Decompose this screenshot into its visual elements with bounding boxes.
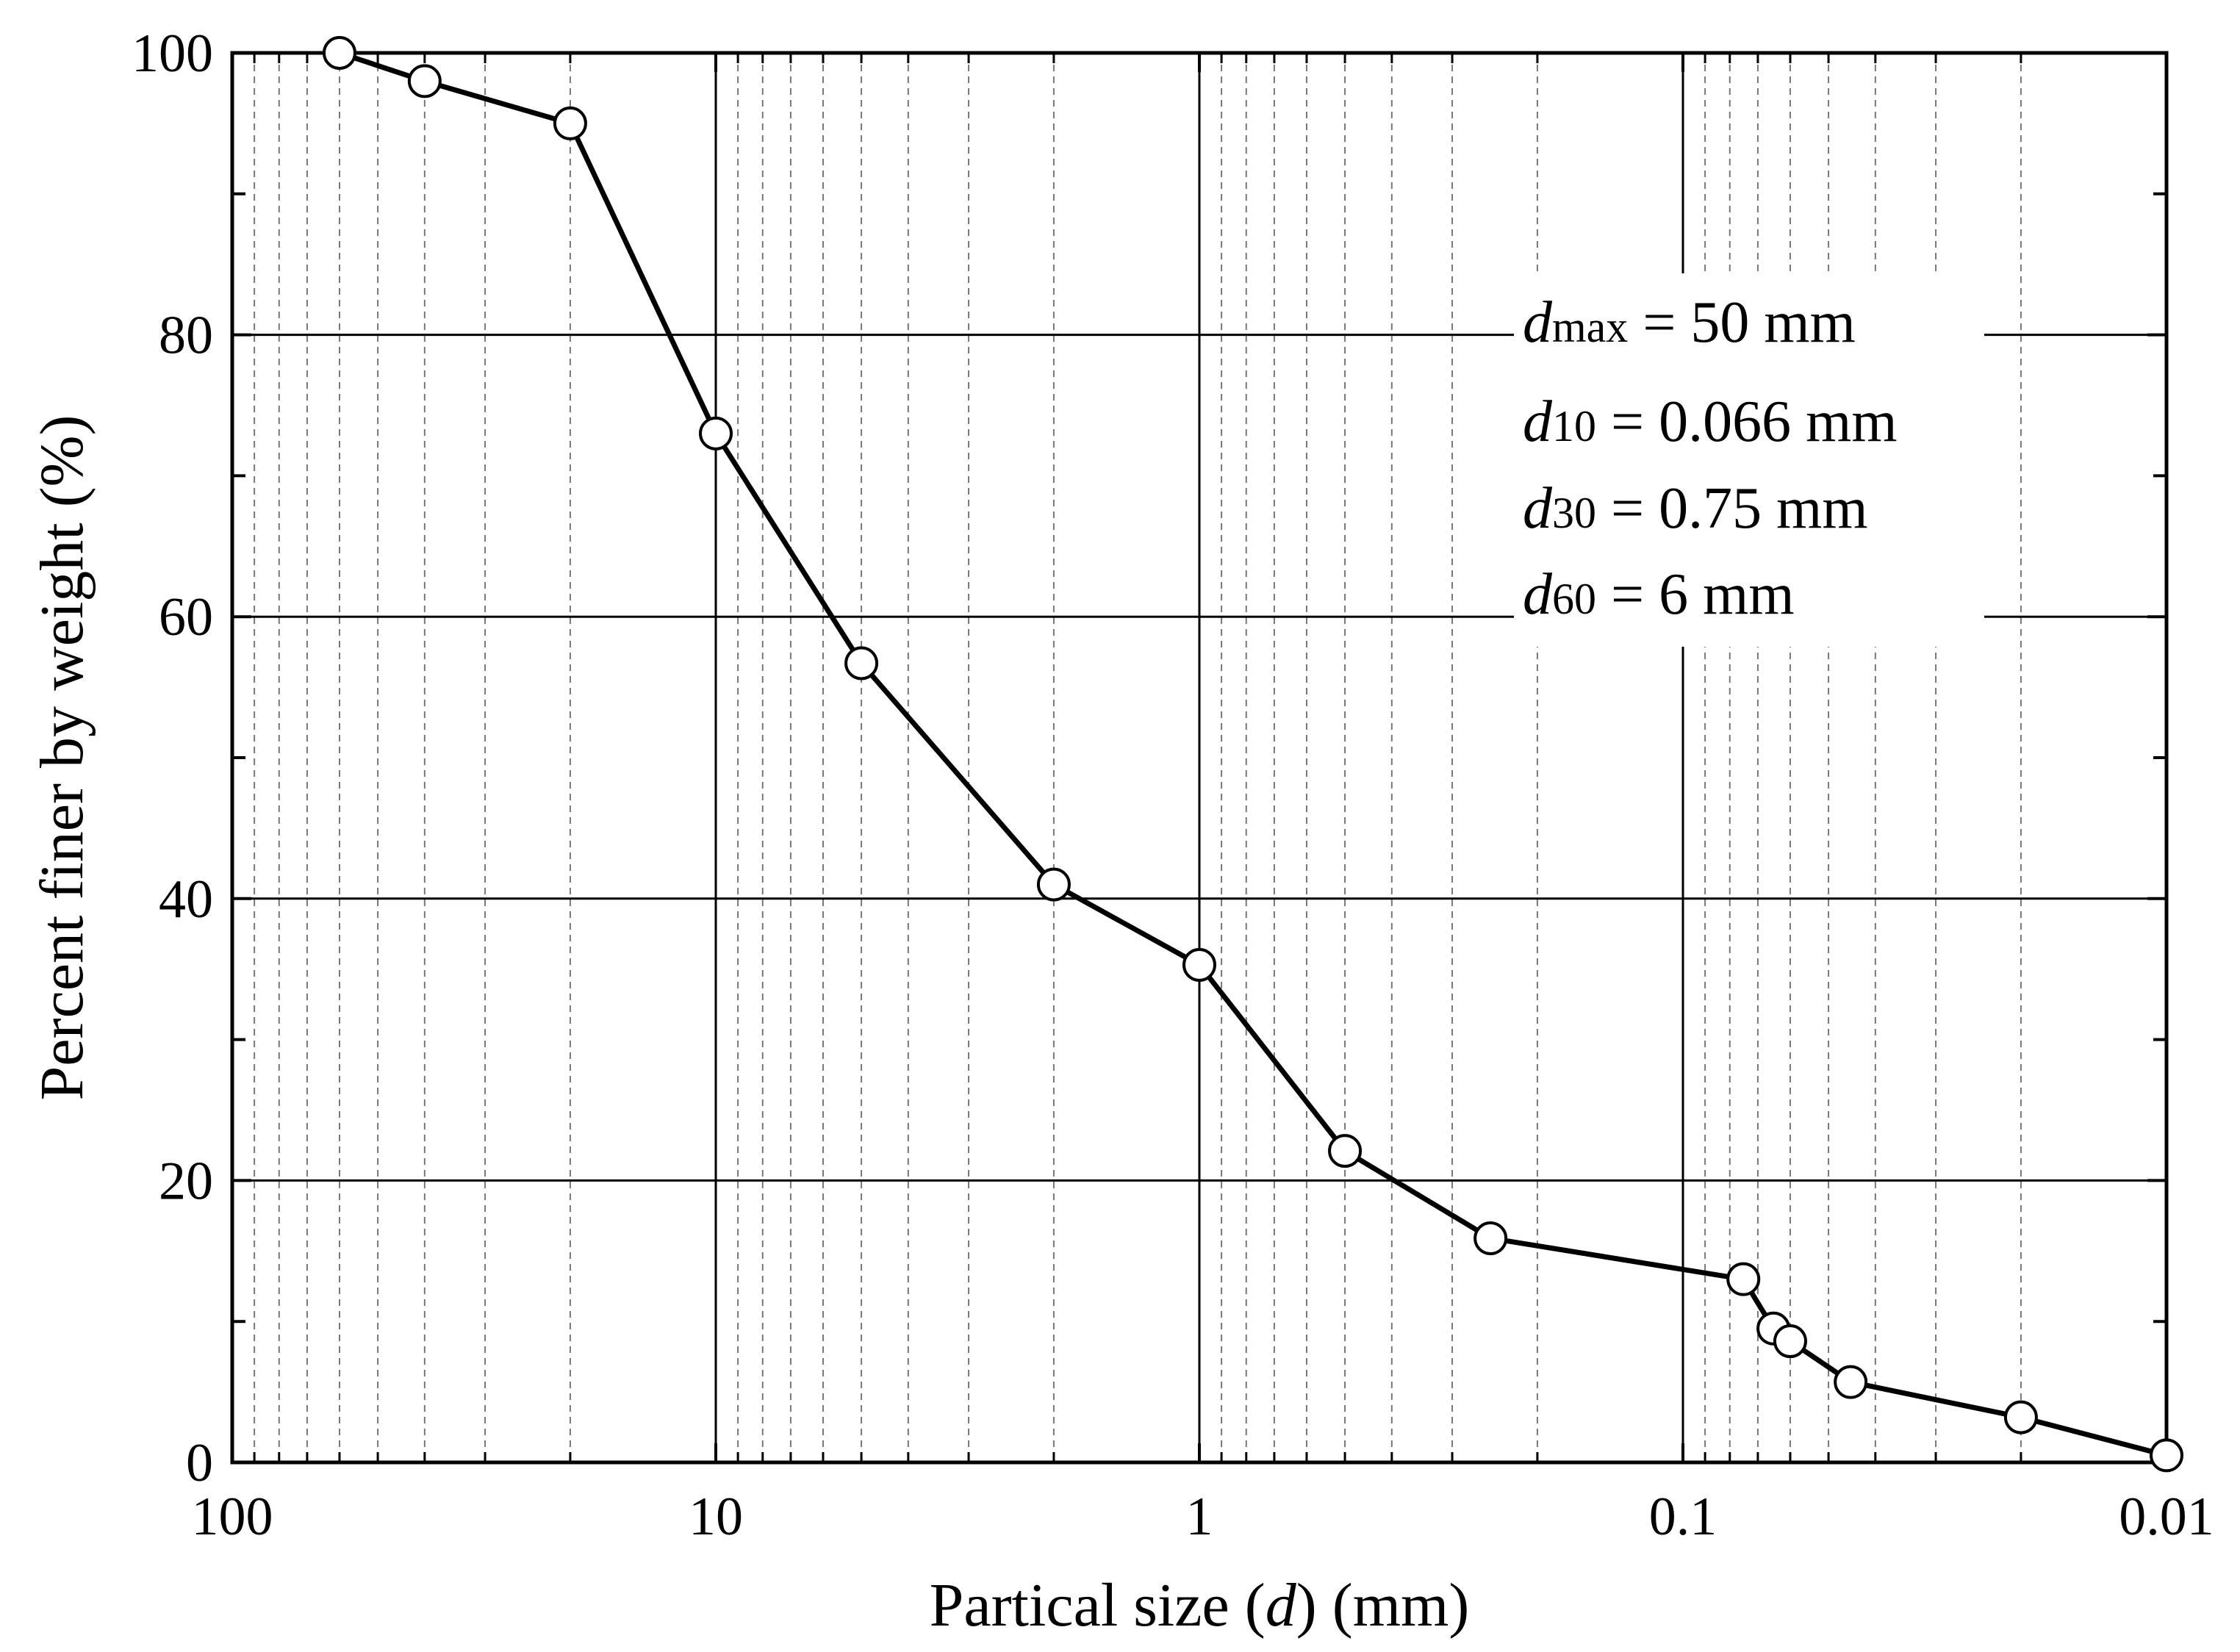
data-point <box>1328 1134 1363 1168</box>
data-point <box>2003 1400 2038 1434</box>
x-tick-label: 1 <box>1186 1487 1213 1547</box>
annotation-variable: d <box>1523 562 1553 627</box>
annotation-text: dmax = 50 mm <box>1523 290 1856 355</box>
y-tick-label: 40 <box>159 869 213 930</box>
data-point <box>1182 947 1216 982</box>
y-tick-label: 20 <box>159 1151 213 1211</box>
data-point <box>1726 1262 1761 1296</box>
annotation-subscript: 60 <box>1552 575 1596 623</box>
annotation-value: = 6 mm <box>1596 562 1795 627</box>
x-axis-title: Partical size (d) (mm) <box>930 1571 1470 1640</box>
y-tick-label: 80 <box>159 306 213 366</box>
x-tick-label: 0.01 <box>2119 1487 2214 1547</box>
data-point <box>844 646 879 680</box>
annotation-subscript: 10 <box>1552 402 1596 450</box>
x-tick-label: 0.1 <box>1649 1487 1717 1547</box>
data-point <box>699 416 733 450</box>
annotation-text: d10 = 0.066 mm <box>1523 389 1898 454</box>
annotation-text: d30 = 0.75 mm <box>1523 476 1868 541</box>
x-tick-label: 100 <box>192 1487 273 1547</box>
tick-labels: 100 10 1 0.1 0.01 0 20 40 60 80 100 <box>132 24 2214 1547</box>
annotation-value: = 0.75 mm <box>1596 476 1868 541</box>
data-point <box>1473 1221 1508 1256</box>
data-point <box>1773 1324 1807 1359</box>
data-point <box>1834 1365 1868 1399</box>
annotation-subscript: max <box>1552 303 1628 351</box>
data-point <box>1036 867 1071 902</box>
y-tick-label: 100 <box>132 24 213 84</box>
annotation-value: = 0.066 mm <box>1596 389 1898 454</box>
data-point <box>2150 1438 2183 1473</box>
y-tick-label: 0 <box>186 1433 213 1493</box>
y-tick-label: 60 <box>159 587 213 647</box>
data-point <box>553 106 587 140</box>
annotation-variable: d <box>1523 476 1553 541</box>
annotation-box <box>1514 273 1984 647</box>
annotation-variable: d <box>1523 290 1553 355</box>
data-point <box>407 64 442 98</box>
data-point <box>322 36 356 70</box>
annotation-subscript: 30 <box>1552 489 1596 537</box>
data-series <box>322 36 2183 1473</box>
x-tick-label: 10 <box>689 1487 743 1547</box>
annotation-text: d60 = 6 mm <box>1523 562 1795 627</box>
axis-ticks <box>231 51 2168 1464</box>
annotation-value: = 50 mm <box>1628 290 1856 355</box>
y-axis-title: Percent finer by weight (%) <box>28 415 96 1101</box>
annotation-variable: d <box>1523 389 1553 454</box>
